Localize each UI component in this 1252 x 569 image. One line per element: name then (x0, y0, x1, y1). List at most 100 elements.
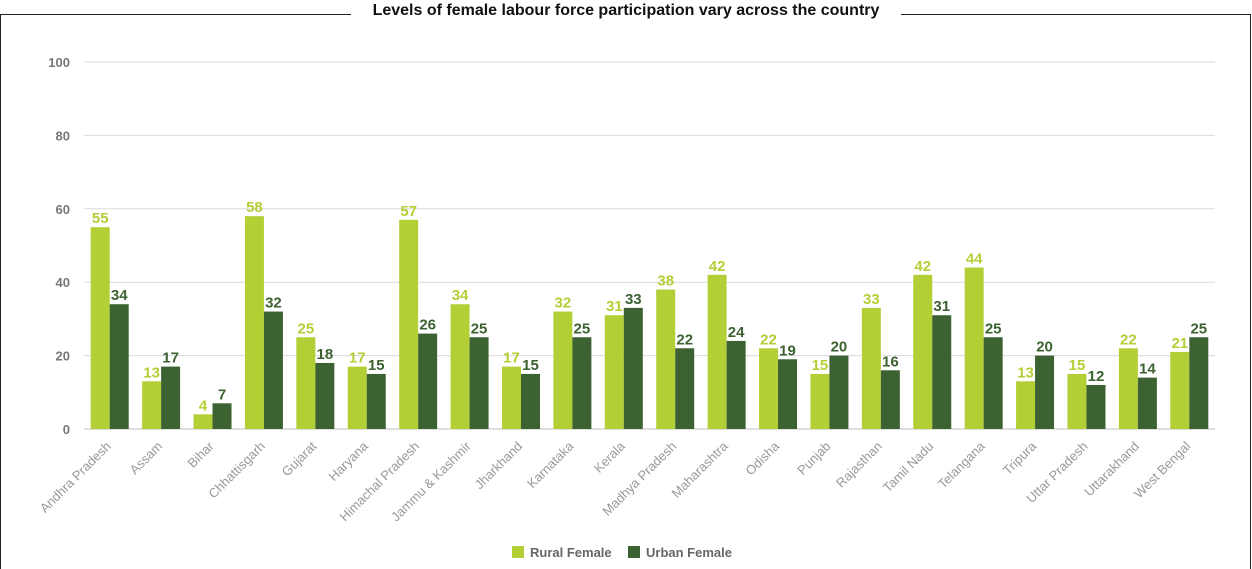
category-label: Tripura (1000, 438, 1040, 478)
bar-rural (296, 337, 316, 429)
y-tick-label: 60 (56, 202, 70, 217)
bar-urban (675, 348, 695, 429)
data-label-rural: 25 (297, 320, 314, 337)
y-tick-label: 100 (48, 55, 70, 70)
data-label-urban: 17 (162, 350, 179, 367)
data-label-urban: 32 (265, 295, 282, 312)
category-label: Maharashtra (669, 438, 732, 501)
bar-rural (193, 414, 213, 429)
y-tick-label: 80 (56, 128, 70, 143)
data-label-urban: 33 (625, 291, 642, 308)
bar-rural (1170, 351, 1190, 429)
category-label: Andhra Pradesh (37, 439, 114, 516)
legend-swatch-rural (512, 546, 524, 558)
legend: Rural Female Urban Female (512, 545, 732, 560)
data-label-urban: 34 (111, 287, 128, 304)
data-label-urban: 14 (1139, 361, 1156, 378)
data-label-rural: 33 (863, 291, 880, 308)
bar-rural (810, 373, 830, 429)
bar-rural (142, 381, 162, 429)
data-label-urban: 20 (831, 339, 848, 356)
data-label-rural: 22 (1120, 331, 1137, 348)
category-label: Rajasthan (833, 439, 885, 491)
bar-rural (244, 216, 264, 429)
data-label-rural: 17 (503, 350, 520, 367)
bar-urban (572, 337, 592, 429)
bar-urban (880, 370, 900, 429)
legend-swatch-urban (628, 546, 640, 558)
data-label-rural: 31 (606, 298, 623, 315)
data-label-urban: 26 (419, 317, 436, 334)
bar-urban (520, 373, 540, 429)
category-label: Jharkhand (472, 439, 526, 493)
bar-urban (366, 373, 386, 429)
bar-urban (1189, 337, 1209, 429)
data-label-urban: 7 (218, 386, 226, 403)
data-label-urban: 15 (522, 357, 539, 374)
category-label: Gujarat (279, 438, 320, 479)
data-label-urban: 25 (471, 320, 488, 337)
category-label: Odisha (742, 438, 782, 478)
bar-urban (778, 359, 798, 429)
data-label-urban: 15 (368, 357, 385, 374)
bars (90, 216, 1209, 429)
bar-rural (1016, 381, 1036, 429)
data-label-rural: 15 (812, 357, 829, 374)
bar-urban (983, 337, 1003, 429)
data-label-rural: 15 (1069, 357, 1086, 374)
data-label-rural: 13 (1017, 364, 1034, 381)
data-label-urban: 20 (1036, 339, 1053, 356)
category-label: Haryana (326, 438, 372, 484)
bar-urban (109, 304, 129, 429)
category-label: Telangana (935, 438, 989, 492)
data-label-urban: 25 (1190, 320, 1207, 337)
data-label-rural: 42 (709, 258, 726, 275)
data-label-rural: 55 (92, 210, 109, 227)
data-label-rural: 4 (199, 397, 208, 414)
y-tick-label: 40 (56, 275, 70, 290)
bar-urban (315, 362, 335, 429)
bar-rural (450, 304, 470, 429)
bar-urban (161, 366, 181, 429)
chart-title-text: Levels of female labour force participat… (350, 2, 902, 19)
bar-urban (1137, 377, 1157, 429)
data-label-urban: 25 (574, 320, 591, 337)
bar-urban (418, 333, 438, 429)
bar-urban (263, 311, 283, 429)
bar-rural (501, 366, 521, 429)
bar-urban (623, 307, 643, 429)
data-label-urban: 22 (676, 331, 693, 348)
data-label-urban: 19 (779, 342, 796, 359)
data-label-rural: 44 (966, 251, 983, 268)
data-label-urban: 18 (316, 346, 333, 363)
bar-urban (1086, 384, 1106, 429)
data-label-rural: 21 (1171, 335, 1188, 352)
bar-urban (726, 340, 746, 429)
bar-rural (861, 307, 881, 429)
bar-rural (913, 274, 933, 429)
bar-rural (1118, 348, 1138, 429)
data-label-rural: 38 (657, 273, 674, 290)
category-label: Kerala (591, 438, 629, 476)
category-label: Karnataka (524, 438, 577, 491)
bar-rural (347, 366, 367, 429)
category-label: Assam (127, 439, 166, 478)
data-label-urban: 24 (728, 324, 745, 341)
y-tick-label: 20 (56, 349, 70, 364)
bar-rural (759, 348, 779, 429)
data-label-rural: 42 (914, 258, 931, 275)
data-label-rural: 13 (143, 364, 160, 381)
bar-rural (399, 219, 419, 429)
data-label-urban: 16 (882, 353, 899, 370)
category-label: Punjab (794, 439, 833, 478)
data-label-urban: 31 (933, 298, 950, 315)
bar-rural (1067, 373, 1087, 429)
data-label-rural: 58 (246, 199, 263, 216)
legend-label-urban: Urban Female (646, 545, 732, 560)
data-label-rural: 22 (760, 331, 777, 348)
y-tick-label: 0 (63, 422, 70, 437)
data-label-rural: 32 (555, 295, 572, 312)
bar-rural (964, 267, 984, 429)
